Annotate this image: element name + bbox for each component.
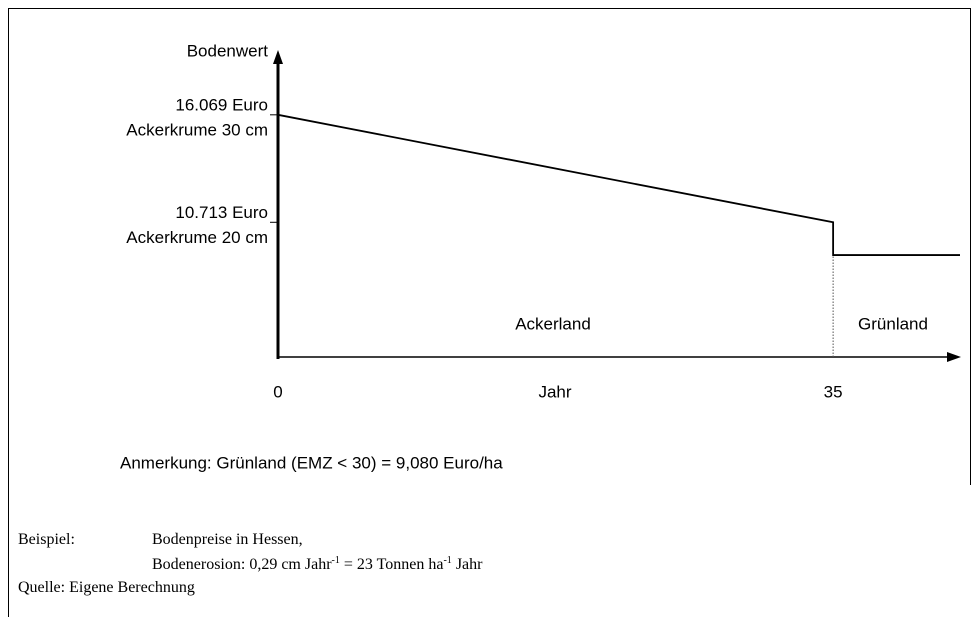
x-tick-label: 35 [824,382,843,401]
text-part: Jahr [451,556,483,573]
note: Anmerkung: Grünland (EMZ < 30) = 9,080 E… [120,453,503,472]
y-tick-note: Ackerkrume 20 cm [126,228,268,247]
annotation: Ackerland [515,314,591,333]
y-axis-arrow [273,50,283,64]
text-part: = 23 Tonnen ha [339,556,444,573]
frame [8,8,971,617]
x-tick-label: 0 [273,382,282,401]
x-axis-label: Jahr [538,382,571,401]
y-tick-label: 10.713 Euro [175,203,268,222]
text-part: Bodenerosion: 0,29 cm Jahr [152,556,332,573]
y-axis-label: Bodenwert [187,41,269,60]
example-label: Beispiel: [18,531,75,548]
example-line: Bodenpreise in Hessen, [152,531,303,548]
y-tick-label: 16.069 Euro [175,95,268,114]
superscript: -1 [331,555,340,566]
annotation: Grünland [858,314,928,333]
data-line [277,113,960,256]
source: Quelle: Eigene Berechnung [18,579,195,596]
x-axis-arrow [947,352,961,362]
y-tick-note: Ackerkrume 30 cm [126,120,268,139]
example-line: Bodenerosion: 0,29 cm Jahr-1 = 23 Tonnen… [152,556,482,573]
superscript: -1 [443,555,452,566]
